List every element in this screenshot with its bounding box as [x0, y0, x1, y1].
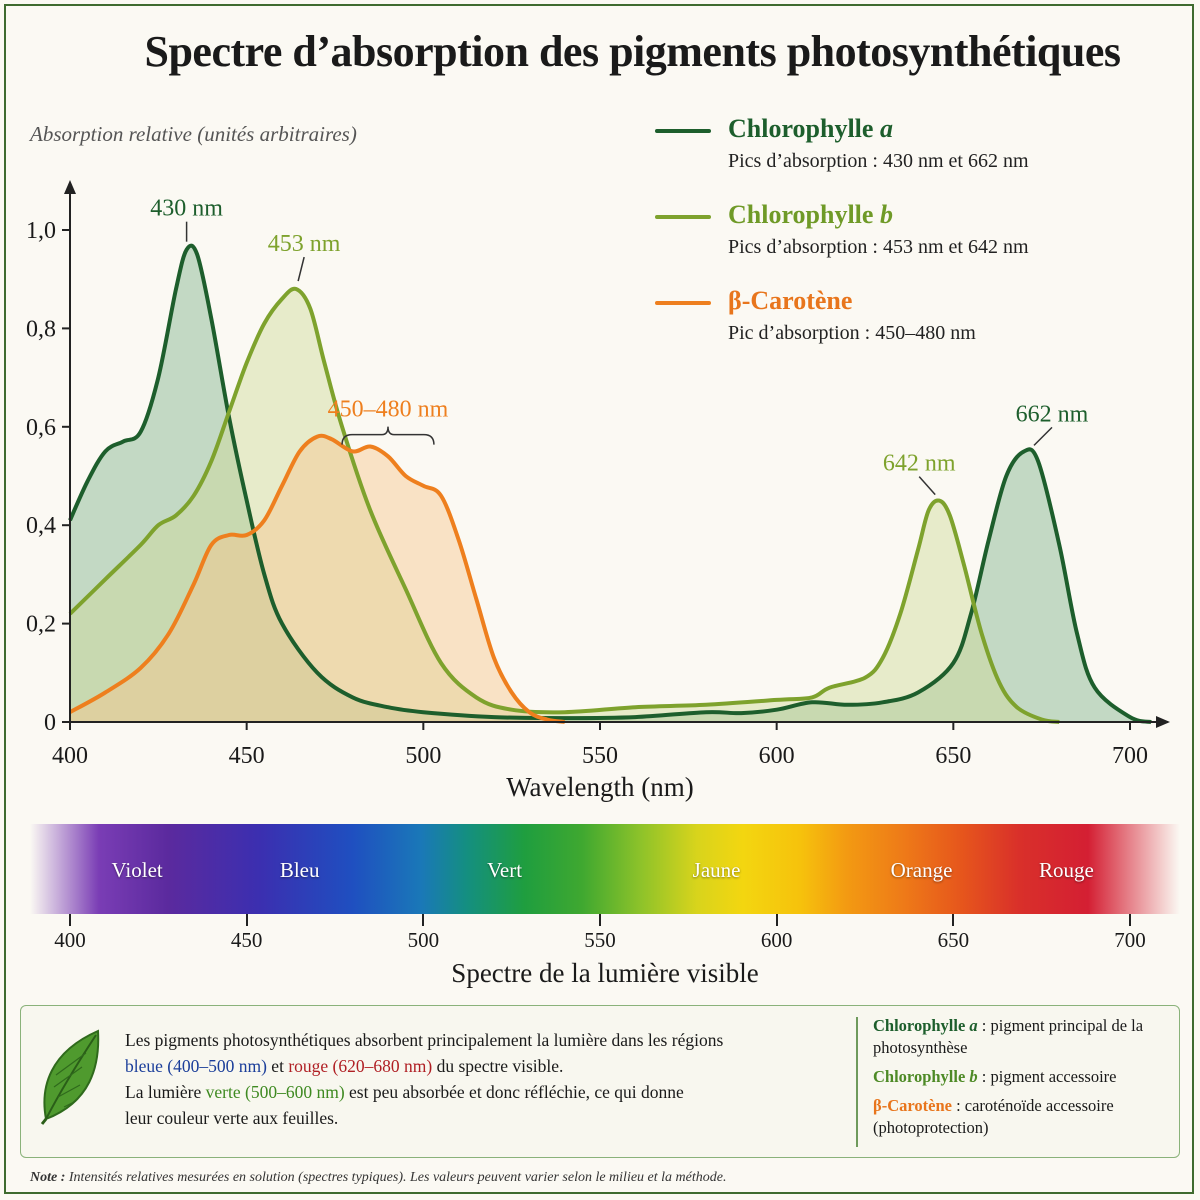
- info-line-4: leur couleur verte aux feuilles.: [125, 1108, 339, 1128]
- spectrum-tick-600: [775, 914, 778, 926]
- info-text: Les pigments photosynthétiques absorbent…: [125, 1027, 825, 1131]
- spectrum-tick-label-550: 550: [584, 928, 616, 952]
- x-tick-label-700: 700: [1112, 743, 1148, 769]
- spectrum-tick-450: [245, 914, 248, 926]
- info-box: [20, 1005, 1180, 1158]
- legend-swatch-chlorophylle-a: [655, 129, 711, 133]
- spectrum-tick-label-400: 400: [54, 928, 86, 952]
- spectrum-band-violet: Violet: [111, 858, 163, 882]
- line-beta-carotene: [69, 433, 565, 724]
- legend-name-chlorophylle-a: Chlorophylle a: [728, 114, 893, 143]
- area-chlorophylle-b: [70, 288, 1060, 722]
- spectrum-tick-400: [69, 914, 71, 926]
- y-tick-label-3: 0,6: [26, 415, 56, 441]
- x-axis-arrow: [1156, 716, 1170, 728]
- spectrum-tick-550: [599, 914, 601, 926]
- spectrum-tick-label-500: 500: [407, 928, 440, 952]
- y-tick-label-1: 0,2: [26, 612, 56, 638]
- legend-item-chlorophylle-b: Chlorophylle b Pics d’absorption : 453 n…: [655, 198, 1175, 284]
- annotation-450-480-nm-brace: [341, 426, 435, 445]
- x-tick-label-450: 450: [229, 743, 265, 769]
- x-tick-label-550: 550: [582, 743, 618, 769]
- spectrum-band-rouge: Rouge: [1038, 858, 1094, 882]
- definition-chlorophylle-a: Chlorophylle a : pigment principal de la…: [873, 1016, 1144, 1057]
- annotation-430-nm: 430 nm: [150, 196, 223, 222]
- annotation-662-nm-leader: [1033, 426, 1053, 446]
- annotation-642-nm: 642 nm: [883, 451, 956, 477]
- info-line-1: Les pigments photosynthétiques absorbent…: [125, 1030, 724, 1050]
- definition-chlorophylle-b: Chlorophylle b : pigment accessoire: [873, 1067, 1117, 1086]
- annotation-662-nm: 662 nm: [1016, 401, 1089, 427]
- legend-desc-chlorophylle-b: Pics d’absorption : 453 nm et 642 nm: [728, 236, 1029, 258]
- spectrum-band-orange: Orange: [890, 858, 953, 882]
- line-chlorophylle-b: [68, 286, 1060, 724]
- annotation-453-nm: 453 nm: [268, 231, 341, 257]
- absorption-chart: 400 450 500 550 600 650 700 0 0,2 0,4 0,6 0,8 1,0 430…: [26, 180, 1170, 769]
- x-tick-label-500: 500: [405, 743, 441, 769]
- spectrum-band-vert: Vert: [487, 858, 523, 882]
- annotation-450-480-nm: 450–480 nm: [328, 397, 449, 423]
- spectrum-tick-label-650: 650: [937, 928, 970, 952]
- legend-item-beta-carotene: β-Carotène Pic d’absorption : 450–480 nm: [655, 284, 1175, 370]
- info-line-2: bleue (400–500 nm) et rouge (620–680 nm)…: [125, 1056, 564, 1076]
- outer-frame: [4, 4, 1194, 1194]
- spectrum-tick-label-700: 700: [1114, 928, 1146, 952]
- info-line-3: La lumière verte (500–600 nm) est peu ab…: [125, 1082, 684, 1102]
- spectrum-tick-500: [422, 914, 425, 926]
- area-chlorophylle-a: [70, 245, 1152, 722]
- legend-name-chlorophylle-b: Chlorophylle b: [728, 200, 893, 229]
- legend-name-beta-carotene: β-Carotène: [728, 286, 853, 315]
- leaf-icon: [40, 1029, 100, 1125]
- legend-swatch-beta-carotene: [655, 301, 711, 305]
- chart-title: Spectre d’absorption des pigments photos…: [144, 27, 1121, 76]
- footnote: Note : Intensités relatives mesurées en …: [30, 1170, 727, 1185]
- y-tick-label-5: 1,0: [26, 218, 56, 244]
- legend-swatch-chlorophylle-b: [655, 215, 711, 219]
- x-tick-label-650: 650: [935, 743, 971, 769]
- y-axis-label: Absorption relative (unités arbitraires): [30, 122, 357, 146]
- y-tick-label-2: 0,4: [26, 513, 56, 539]
- legend-desc-chlorophylle-a: Pics d’absorption : 430 nm et 662 nm: [728, 150, 1029, 172]
- definition-beta-carotene: β-Carotène : caroténoïde accessoire (pho…: [873, 1096, 1114, 1137]
- spectrum-tick-700: [1129, 914, 1131, 926]
- x-axis-label: Wavelength (nm): [506, 772, 694, 802]
- spectrum-tick-label-450: 450: [230, 928, 263, 952]
- x-tick-label-600: 600: [759, 743, 795, 769]
- y-axis-arrow: [64, 180, 76, 194]
- spectrum-tick-label-600: 600: [760, 928, 793, 952]
- x-tick-label-400: 400: [52, 743, 88, 769]
- area-beta-carotene: [70, 435, 565, 722]
- legend-item-chlorophylle-a: Chlorophylle a Pics d’absorption : 430 n…: [655, 112, 1175, 198]
- line-chlorophylle-a: [68, 243, 1152, 724]
- spectrum-band-bleu: Bleu: [279, 858, 320, 882]
- legend-desc-beta-carotene: Pic d’absorption : 450–480 nm: [728, 322, 976, 344]
- spectrum-tick-650: [952, 914, 955, 926]
- spectrum-title: Spectre de la lumière visible: [451, 958, 759, 988]
- annotation-453-nm-leader: [297, 256, 305, 282]
- pigment-definitions: Chlorophylle a : pigment principal de la…: [873, 1015, 1173, 1146]
- y-tick-label-0: 0: [44, 710, 56, 736]
- visible-spectrum-bar: [30, 824, 1180, 914]
- legend: Chlorophylle a Pics d’absorption : 430 n…: [655, 112, 1175, 370]
- info-divider: [856, 1017, 858, 1147]
- spectrum-band-jaune: Jaune: [692, 858, 741, 882]
- annotation-642-nm-leader: [918, 476, 936, 496]
- y-tick-label-4: 0,8: [26, 316, 56, 342]
